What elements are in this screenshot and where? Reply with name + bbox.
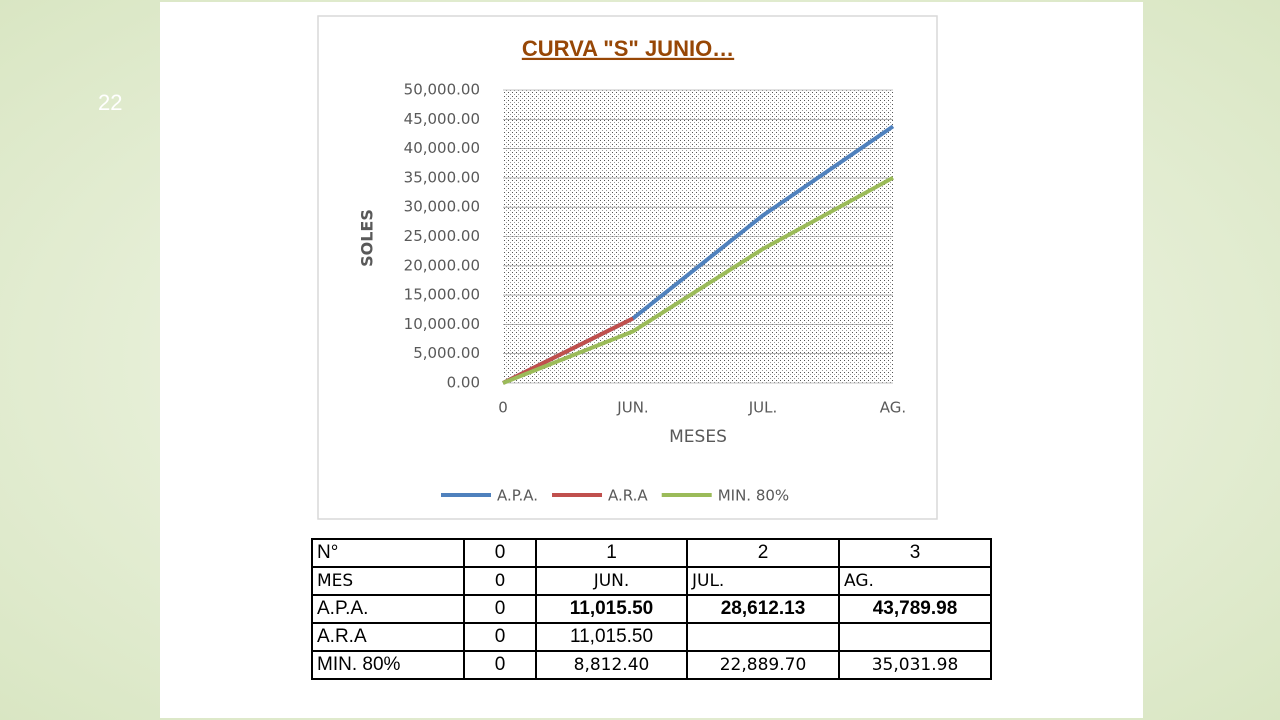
y-tick-label: 10,000.00 bbox=[404, 315, 480, 333]
slide-number: 22 bbox=[98, 90, 123, 115]
table-cell: MES bbox=[311, 566, 465, 596]
y-tick-label: 20,000.00 bbox=[404, 256, 480, 274]
table-row: N° 0 1 2 3 bbox=[311, 538, 992, 568]
y-tick-label: 50,000.00 bbox=[404, 81, 480, 99]
y-tick-label: 40,000.00 bbox=[404, 139, 480, 157]
line-series bbox=[502, 175, 894, 385]
y-tick-label: 25,000.00 bbox=[404, 227, 480, 245]
y-axis-label: SOLES bbox=[358, 209, 377, 267]
table-cell: 28,612.13 bbox=[686, 594, 840, 624]
x-tick-label: JUL. bbox=[748, 399, 778, 417]
table-cell: 3 bbox=[838, 538, 992, 568]
table-cell: 8,812.40 bbox=[535, 650, 688, 680]
table-cell: 0 bbox=[463, 650, 537, 680]
table-cell: 22,889.70 bbox=[686, 650, 840, 680]
table-cell: 35,031.98 bbox=[838, 650, 992, 680]
table-cell bbox=[686, 622, 840, 652]
table-cell: A.P.A. bbox=[311, 594, 465, 624]
y-tick-label: 45,000.00 bbox=[404, 110, 480, 128]
x-tick-label: 0 bbox=[498, 399, 508, 417]
table-row: A.R.A 0 11,015.50 bbox=[311, 622, 992, 652]
legend-label: A.P.A. bbox=[497, 487, 538, 505]
table-cell: A.R.A bbox=[311, 622, 465, 652]
table-cell bbox=[838, 622, 992, 652]
legend-label: MIN. 80% bbox=[718, 487, 789, 505]
chart-title: CURVA "S" JUNIO… bbox=[522, 36, 734, 61]
data-table: N° 0 1 2 3 MES 0 JUN. JUL. AG. A.P.A. 0 11,015.50 28,… bbox=[311, 538, 992, 680]
table-row: A.P.A. 0 11,015.50 28,612.13 43,789.98 bbox=[311, 594, 992, 624]
x-tick-label: AG. bbox=[880, 399, 906, 417]
table-cell: 11,015.50 bbox=[535, 622, 688, 652]
table-cell: 2 bbox=[686, 538, 840, 568]
table-cell: N° bbox=[311, 538, 465, 568]
table-cell: MIN. 80% bbox=[311, 650, 465, 680]
x-tick-label: JUN. bbox=[616, 399, 648, 417]
y-tick-label: 35,000.00 bbox=[404, 168, 480, 186]
y-tick-label: 30,000.00 bbox=[404, 198, 480, 216]
table-cell: 43,789.98 bbox=[838, 594, 992, 624]
table-cell: 0 bbox=[463, 594, 537, 624]
y-tick-label: 0.00 bbox=[447, 374, 480, 392]
table-row: MES 0 JUN. JUL. AG. bbox=[311, 566, 992, 596]
table-cell: 0 bbox=[463, 566, 537, 596]
y-tick-label: 15,000.00 bbox=[404, 286, 480, 304]
table-row: MIN. 80% 0 8,812.40 22,889.70 35,031.98 bbox=[311, 650, 992, 680]
table-cell: AG. bbox=[838, 566, 992, 596]
table-cell: JUN. bbox=[535, 566, 688, 596]
y-tick-label: 5,000.00 bbox=[413, 344, 480, 362]
table-cell: 1 bbox=[535, 538, 688, 568]
table-cell: 0 bbox=[463, 538, 537, 568]
table-cell: JUL. bbox=[686, 566, 840, 596]
x-axis-label: MESES bbox=[669, 427, 727, 447]
table-cell: 0 bbox=[463, 622, 537, 652]
table-cell: 11,015.50 bbox=[535, 594, 688, 624]
legend-label: A.R.A bbox=[608, 487, 648, 505]
